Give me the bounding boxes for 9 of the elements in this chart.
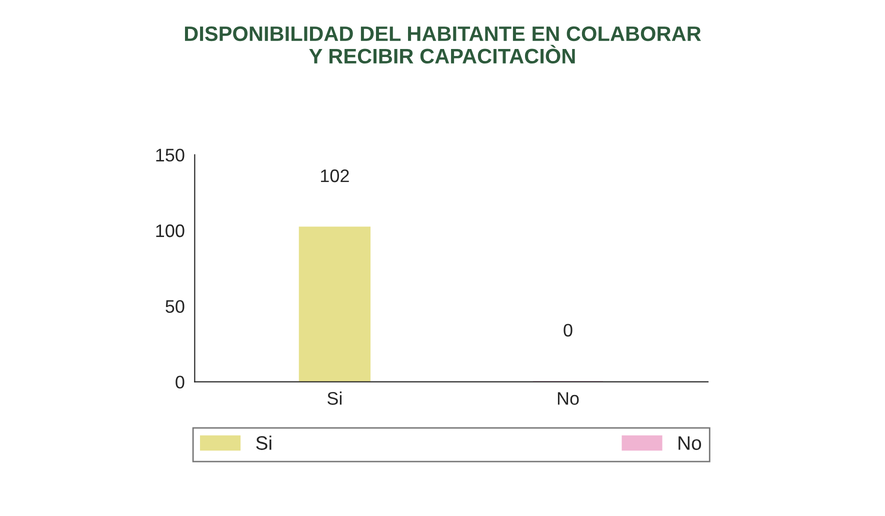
chart-title: DISPONIBILIDAD DEL HABITANTE EN COLABORAR Y RECIBIR CAPACITACIÒN [185, 26, 701, 64]
y-tick-label: 100 [156, 224, 184, 238]
data-label: 102 [321, 169, 349, 182]
data-label: 0 [564, 324, 572, 337]
legend-label: No [678, 436, 702, 450]
y-tick-label: 0 [176, 376, 184, 389]
y-tick-label: 150 [156, 148, 184, 162]
y-tick-label: 50 [166, 300, 184, 313]
legend-label: Si [256, 436, 272, 450]
